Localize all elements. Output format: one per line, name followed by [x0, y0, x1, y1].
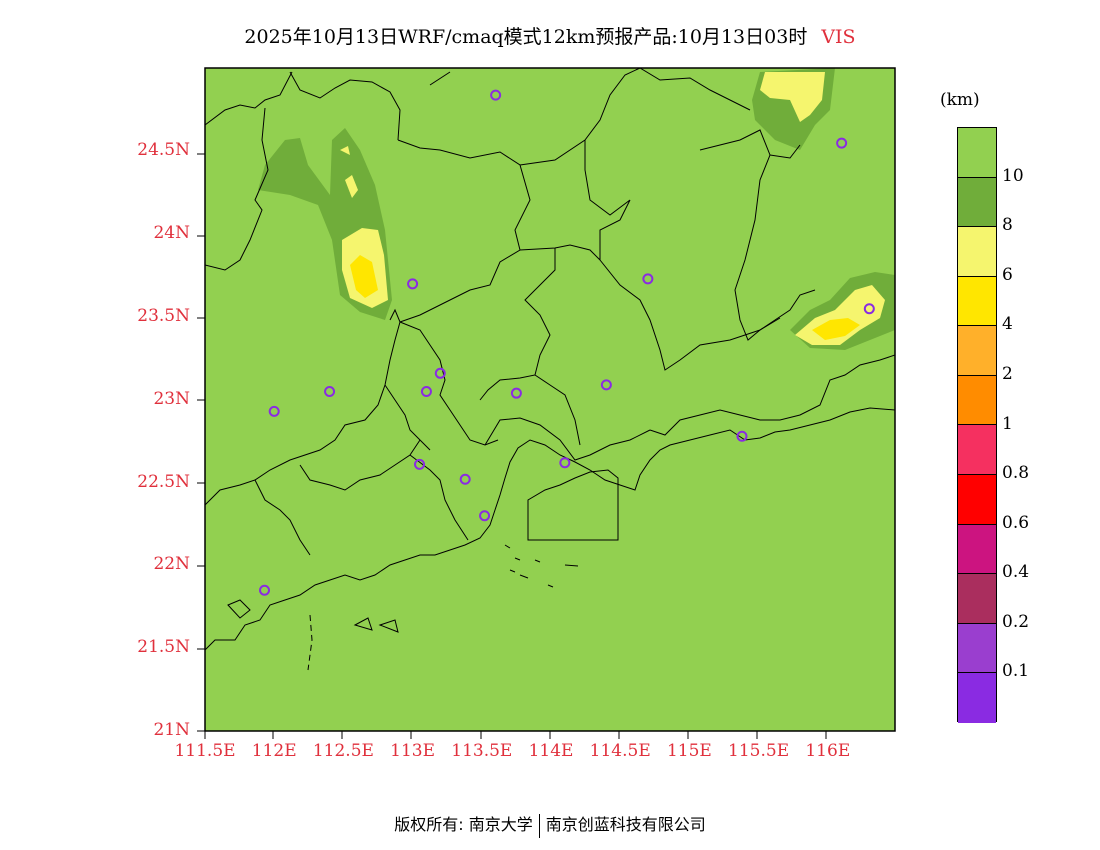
station-marker [414, 458, 426, 470]
station-marker [836, 137, 848, 149]
colorbar-segment [958, 375, 996, 426]
station-marker [459, 473, 471, 485]
station-marker [642, 273, 654, 285]
colorbar-segment [958, 128, 996, 178]
colorbar [957, 127, 997, 723]
coastline [205, 407, 895, 671]
colorbar-tick-label: 0.8 [1002, 463, 1030, 484]
lon-label: 115.5E [728, 741, 790, 761]
lat-label: 21N [153, 720, 190, 740]
lon-label: 114E [528, 741, 574, 761]
visibility-contours [258, 68, 895, 350]
colorbar-segment [958, 425, 996, 476]
lon-label: 115E [666, 741, 712, 761]
lon-label: 111.5E [174, 741, 236, 761]
vis-6-region-west-2 [345, 175, 358, 198]
station-marker [259, 584, 271, 596]
station-marker [479, 510, 491, 522]
station-marker [434, 367, 446, 379]
colorbar-tick-label: 1 [1002, 413, 1013, 434]
lon-label: 112.5E [312, 741, 374, 761]
station-marker [600, 379, 612, 391]
lat-label: 22N [153, 554, 190, 575]
colorbar-tick-label: 0.6 [1002, 512, 1030, 533]
colorbar-tick-label: 2 [1002, 363, 1013, 384]
colorbar-segment [958, 623, 996, 674]
station-marker [863, 303, 875, 315]
lon-label: 113.5E [451, 741, 513, 761]
lon-label: 114.5E [589, 741, 651, 761]
colorbar-segment [958, 326, 996, 376]
variable-name: VIS [821, 26, 856, 48]
lon-label: 113E [390, 741, 436, 761]
station-marker [559, 457, 571, 469]
colorbar-tick-label: 4 [1002, 314, 1013, 335]
lat-label: 22.5N [137, 471, 190, 492]
lat-label: 23N [153, 388, 190, 409]
map-background [205, 68, 895, 731]
colorbar-tick-label: 0.4 [1002, 562, 1030, 583]
station-marker [324, 386, 336, 398]
colorbar-segment [958, 227, 996, 277]
footer-separator [538, 813, 540, 838]
admin-boundaries [205, 68, 895, 556]
stations [259, 89, 875, 596]
footer: 版权所有: 南京大学 南京创蓝科技有限公司 [0, 811, 1100, 838]
station-marker [420, 386, 432, 398]
lon-label: 112E [251, 741, 297, 761]
company-text: 南京创蓝科技有限公司 [545, 815, 706, 834]
colorbar-segment [958, 475, 996, 525]
station-marker [268, 405, 280, 417]
colorbar-segment [958, 673, 996, 723]
map-title: 2025年10月13日WRF/cmaq模式12km预报产品:10月13日03时 V… [0, 22, 1100, 49]
vis-4-region-west [350, 255, 378, 298]
lat-label: 23.5N [137, 306, 190, 326]
colorbar-tick-label: 10 [1002, 165, 1024, 186]
station-marker [490, 89, 502, 101]
vis-4-region-east [812, 318, 860, 340]
station-marker [736, 430, 748, 442]
colorbar-tick-label: 6 [1002, 264, 1013, 285]
title-text: 2025年10月13日WRF/cmaq模式12km预报产品:10月13日03时 [244, 26, 808, 48]
colorbar-segment [958, 524, 996, 575]
vis-6-region-ne [760, 72, 825, 122]
lat-label: 24.5N [137, 140, 190, 161]
copyright-text: 版权所有: 南京大学 [394, 815, 533, 834]
lon-label: 116E [805, 741, 851, 761]
colorbar-tick-label: 8 [1002, 215, 1013, 236]
colorbar-tick-label: 0.2 [1002, 611, 1030, 632]
colorbar-tick-label: 0.1 [1002, 661, 1030, 682]
colorbar-unit: (km) [940, 90, 980, 110]
colorbar-segment [958, 276, 996, 327]
vis-6-region-west-3 [340, 146, 350, 155]
colorbar-segment [958, 177, 996, 228]
station-marker [510, 387, 522, 399]
lat-label: 21.5N [137, 637, 190, 658]
station-marker [407, 278, 419, 290]
lat-label: 24N [153, 223, 190, 244]
colorbar-segment [958, 574, 996, 624]
axis-ticks [197, 153, 827, 739]
